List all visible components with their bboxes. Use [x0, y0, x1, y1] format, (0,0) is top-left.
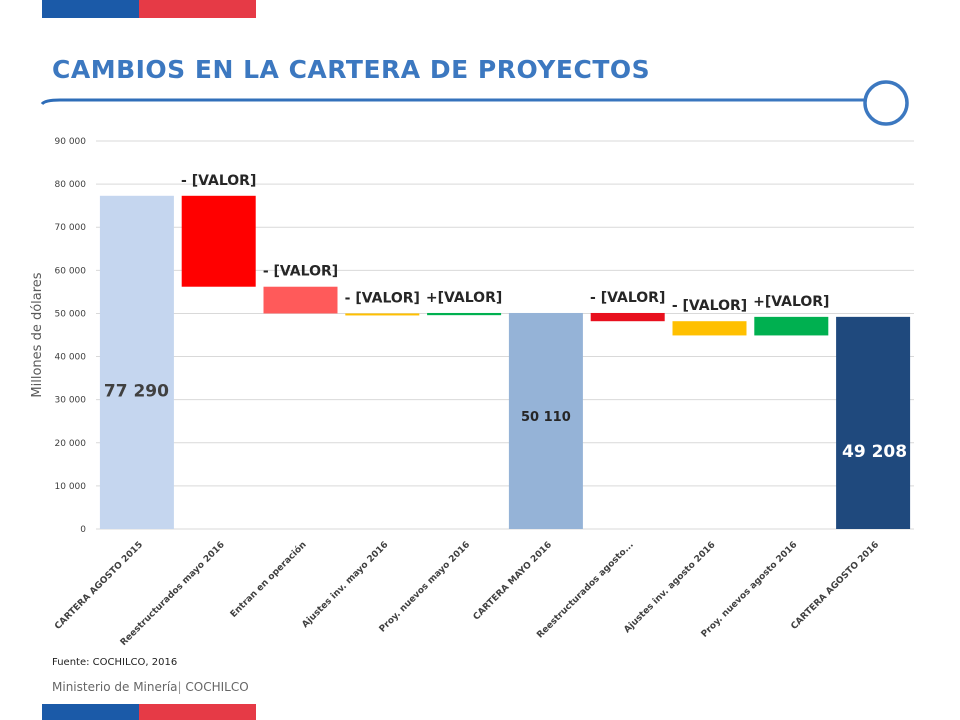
- bar: [754, 316, 829, 336]
- bar: [508, 312, 583, 529]
- x-tick-label: Proy. nuevos mayo 2016: [378, 540, 473, 635]
- footer-org-name: COCHILCO: [185, 680, 249, 694]
- y-tick-label: 50 000: [55, 309, 87, 319]
- footer-organization: Ministerio de Minería| COCHILCO: [52, 680, 249, 694]
- y-tick-label: 80 000: [55, 180, 87, 190]
- x-tick-label: Entran en operación: [228, 539, 308, 619]
- data-label: - [VALOR]: [672, 298, 747, 314]
- bar: [427, 312, 502, 316]
- y-tick-label: 60 000: [55, 266, 87, 276]
- data-label: - [VALOR]: [263, 264, 338, 280]
- y-axis-label: Millones de dólares: [30, 272, 45, 397]
- flag-red-segment: [139, 0, 256, 18]
- data-label: - [VALOR]: [590, 290, 665, 306]
- flag-red-segment-bottom: [139, 704, 256, 720]
- y-tick-label: 0: [80, 525, 86, 535]
- flag-stripe-top: [42, 0, 256, 18]
- y-tick-label: 70 000: [55, 223, 87, 233]
- y-tick-label: 10 000: [55, 482, 87, 492]
- data-label: 49 208: [842, 442, 907, 462]
- footer-separator: |: [177, 680, 182, 694]
- bar: [263, 286, 338, 314]
- bar: [181, 195, 256, 287]
- bars-layer: [99, 195, 911, 529]
- data-label: - [VALOR]: [181, 173, 256, 189]
- flag-blue-segment-bottom: [42, 704, 139, 720]
- data-label: - [VALOR]: [345, 290, 420, 306]
- page-title: CAMBIOS EN LA CARTERA DE PROYECTOS: [52, 55, 651, 84]
- data-label: +[VALOR]: [426, 290, 502, 306]
- bar: [672, 321, 747, 336]
- y-tick-label: 30 000: [55, 396, 87, 406]
- x-tick-label: CARTERA AGOSTO 2016: [789, 540, 881, 632]
- y-axis-ticks: 0 10 000 20 000 30 000 40 000 50 000 60 000 70 …: [55, 137, 87, 535]
- source-note: Fuente: COCHILCO, 2016: [52, 657, 178, 668]
- data-label: +[VALOR]: [753, 294, 829, 310]
- x-tick-label: Reestructurados agosto...: [535, 540, 635, 640]
- y-tick-label: 40 000: [55, 353, 87, 363]
- x-tick-label: Ajustes inv. mayo 2016: [300, 540, 390, 630]
- x-tick-label: Ajustes inv. agosto 2016: [622, 540, 717, 635]
- title-rule-decoration: [40, 80, 909, 126]
- bar: [590, 312, 665, 322]
- title-circle-ornament: [863, 80, 909, 126]
- x-tick-label: CARTERA MAYO 2016: [472, 540, 554, 622]
- flag-blue-segment: [42, 0, 139, 18]
- x-tick-label: Proy. nuevos agosto 2016: [700, 540, 800, 640]
- footer-ministry: Ministerio de Minería: [52, 680, 178, 694]
- data-label: 50 110: [521, 410, 571, 425]
- title-underline: [40, 98, 866, 106]
- data-label: 77 290: [104, 381, 169, 401]
- bar: [345, 313, 420, 316]
- data-labels-layer: 77 290 - [VALOR] - [VALOR] - [VALOR] +[VALOR…: [104, 173, 907, 462]
- bar: [99, 195, 174, 529]
- y-tick-label: 20 000: [55, 439, 87, 449]
- bar: [836, 316, 911, 529]
- x-tick-label: CARTERA AGOSTO 2015: [53, 540, 145, 632]
- y-tick-label: 90 000: [55, 137, 87, 147]
- flag-stripe-bottom: [42, 704, 256, 720]
- waterfall-chart: 0 10 000 20 000 30 000 40 000 50 000 60 000 70 …: [30, 137, 914, 648]
